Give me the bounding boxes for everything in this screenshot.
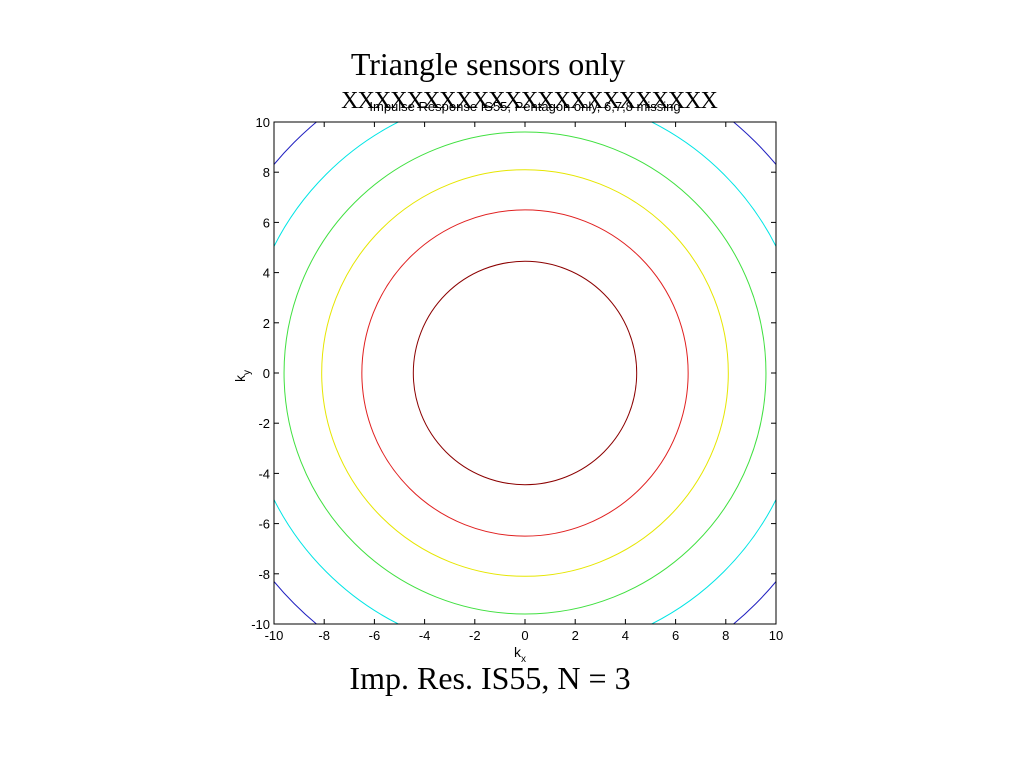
x-tick-label-1: -8 xyxy=(318,628,330,643)
x-tick-label-10: 10 xyxy=(769,628,783,643)
y-tick-label-6: -2 xyxy=(258,416,270,431)
x-axis-label: kx xyxy=(514,644,526,665)
contour-line-1 xyxy=(361,209,689,537)
axis-labels: kx ky xyxy=(232,370,526,665)
y-tick-label-2: 6 xyxy=(263,215,270,230)
y-tick-label-5: 0 xyxy=(263,366,270,381)
y-tick-label-1: 8 xyxy=(263,165,270,180)
x-tick-label-3: -4 xyxy=(419,628,431,643)
x-tick-label-0: -10 xyxy=(265,628,284,643)
overlay-x-text: XXXXXXXXXXXXXXXXXXXXXXX xyxy=(341,88,718,114)
y-tick-label-8: -6 xyxy=(258,517,270,532)
x-tick-label-5: 0 xyxy=(521,628,528,643)
plot-frame xyxy=(273,121,777,625)
y-tick-label-7: -4 xyxy=(258,466,270,481)
x-tick-label-7: 4 xyxy=(622,628,629,643)
contour-line-0 xyxy=(412,260,638,486)
slide-caption: Imp. Res. IS55, N = 3 xyxy=(349,660,631,696)
x-tick-label-9: 8 xyxy=(722,628,729,643)
x-tick-label-8: 6 xyxy=(672,628,679,643)
tick-layer: -10 -8 -6 -4 -2 0 2 4 6 8 10 10 8 6 4 2 0 -2 -4 -6 -8 -10 xyxy=(251,115,783,643)
y-axis-label: ky xyxy=(232,370,253,382)
y-tick-label-0: 10 xyxy=(256,115,270,130)
contour-line-5 xyxy=(274,122,776,624)
y-tick-label-10: -10 xyxy=(251,617,270,632)
contour-layer xyxy=(274,122,776,624)
contour-line-4 xyxy=(274,122,776,624)
contour-line-2 xyxy=(321,169,729,577)
slide-title: Triangle sensors only xyxy=(350,46,626,82)
plot-title: Impulse Response IS55, Pentagon only, 6,… xyxy=(369,99,680,114)
x-tick-label-2: -6 xyxy=(369,628,381,643)
y-tick-label-4: 2 xyxy=(263,316,270,331)
x-tick-label-6: 2 xyxy=(572,628,579,643)
y-tick-label-9: -8 xyxy=(258,567,270,582)
y-tick-label-3: 4 xyxy=(263,266,270,281)
contour-line-3 xyxy=(283,131,767,615)
x-tick-label-4: -2 xyxy=(469,628,481,643)
